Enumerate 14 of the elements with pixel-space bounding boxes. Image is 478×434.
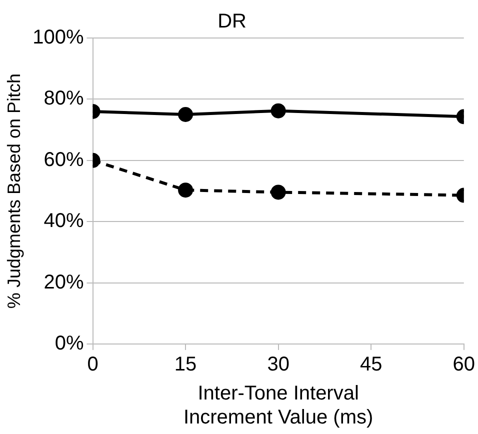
- x-tick-label: 15: [174, 354, 197, 376]
- x-tick-label: 60: [452, 354, 475, 376]
- y-axis-title: % Judgments Based on Pitch: [4, 73, 24, 309]
- y-tick-label: 100%: [32, 26, 84, 49]
- x-axis-title: Inter-Tone Interval Increment Value (ms): [183, 382, 374, 429]
- x-tick-label: 30: [267, 354, 290, 376]
- y-tick-label: 60%: [44, 148, 84, 171]
- y-tick-label: 0%: [54, 332, 84, 355]
- x-tick-label: 45: [360, 354, 382, 376]
- y-tick-label: 80%: [44, 88, 84, 110]
- y-tick-label: 40%: [44, 210, 84, 232]
- y-tick-label: 20%: [44, 271, 84, 294]
- chart-title: DR: [218, 10, 246, 33]
- x-tick-label: 0: [87, 354, 98, 376]
